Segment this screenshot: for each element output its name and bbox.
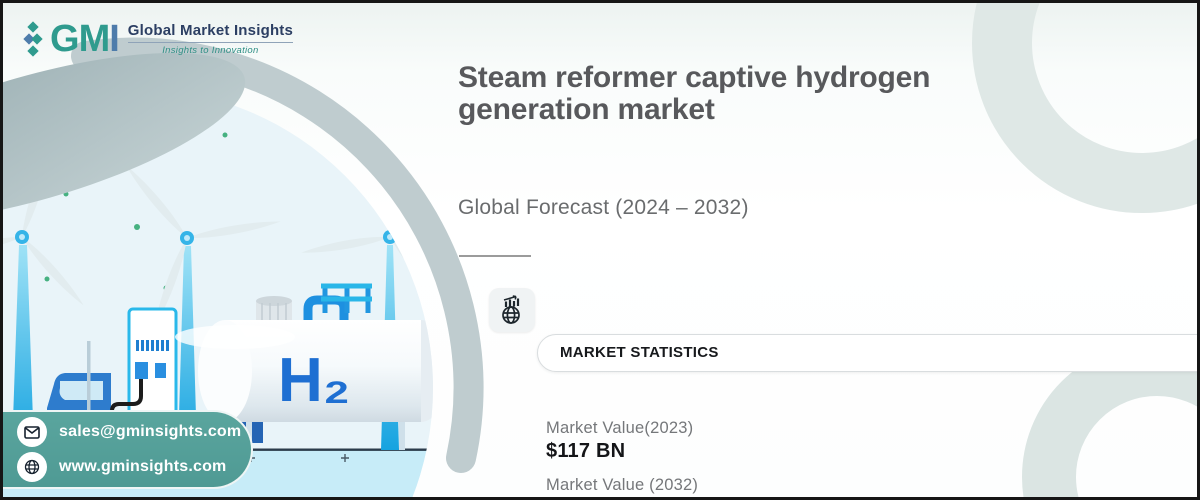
title-line-2: generation market [458,93,715,127]
logo-tagline: Insights to Innovation [162,45,259,56]
process-pipes [256,283,372,323]
contact-email-text: sales@gminsights.com [59,423,242,440]
decorative-blob [3,52,246,224]
logo-company-name: Global Market Insights [127,22,294,39]
market-statistics-tile [489,287,535,332]
gmi-logo: GMI Global Market Insights Insights to I… [23,17,1197,61]
wind-turbine [125,165,281,450]
contact-website-text: www.gminsights.com [59,458,227,475]
h2-label: H₂ [278,346,350,415]
contact-email-link[interactable]: sales@gminsights.com [17,417,251,447]
logo-gmi-text: GMI [50,18,120,60]
forecast-subtitle: Global Forecast (2024 – 2032) [458,195,749,219]
logo-letter: G [50,18,80,60]
stat-group: Market Value (2032) $197.2 BN [546,475,1197,498]
logo-divider [127,42,294,43]
contact-website-link[interactable]: www.gminsights.com [17,452,251,482]
stat-group: Market Value(2023) $117 BN [546,418,1197,463]
envelope-icon [17,417,47,447]
web-globe-icon [17,452,47,482]
stat-label: Market Value(2023) [546,418,694,437]
logo-mark-icon [23,17,43,61]
market-statistics-heading: MARKET STATISTICS [537,333,1197,372]
contact-banner: sales@gminsights.com www.gminsights.com [3,410,253,489]
hydrogen-tank: H₂ [175,320,433,450]
stat-label: Market Value (2032) [546,475,699,494]
stat-value: $117 BN [546,439,626,462]
logo-letter: I [109,18,120,60]
globe-bar-chart-icon [502,295,520,324]
stat-value: $197.2 BN [546,497,1197,498]
market-statistics-values: Market Value(2023) $117 BN Market Value … [546,418,1197,498]
page-title: Steam reformer captive hydrogen generati… [458,61,1038,127]
title-line-1: Steam reformer captive hydrogen [458,61,931,94]
fuel-cable [110,379,143,423]
hydrogen-plant-illustration: H₂ [3,37,484,497]
title-underline [459,254,531,257]
logo-letter: M [78,18,111,60]
